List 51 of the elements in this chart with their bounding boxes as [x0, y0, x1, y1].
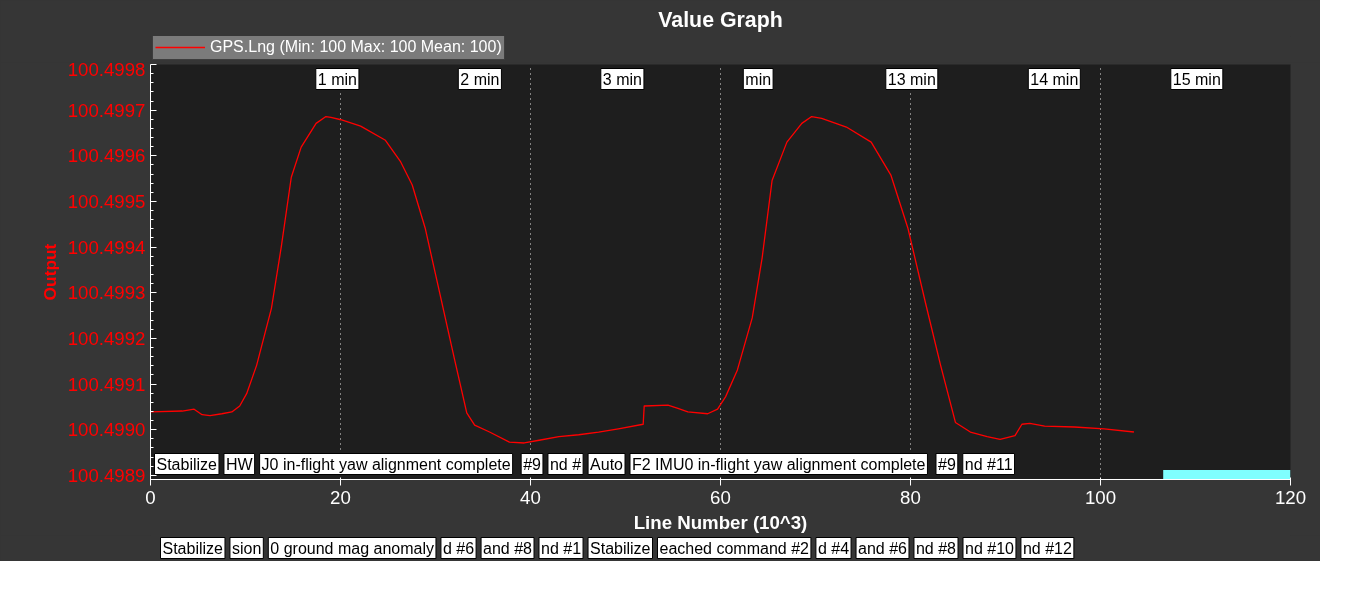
annotation: F2 IMU0 in-flight yaw alignment complete	[632, 455, 926, 473]
text: Stabilize	[162, 539, 224, 557]
annotation: 14 min	[1030, 70, 1079, 88]
y-tick-label: 100.4995	[67, 190, 146, 212]
x-tick-label: 120	[1274, 486, 1307, 508]
annotation: 2 min	[460, 70, 500, 88]
y-tick-label: 100.4991	[67, 373, 146, 395]
text: nd #12	[1022, 539, 1072, 557]
annotation: 15 min	[1172, 70, 1221, 88]
text: Stabilize	[590, 539, 651, 557]
text: eached command #2	[659, 539, 810, 557]
annotation: 3 min	[602, 70, 642, 88]
y-tick-label: 100.4996	[67, 145, 146, 167]
y-tick-label: 100.4992	[67, 327, 146, 349]
x-tick-label: 40	[520, 486, 541, 508]
annotation: 13 min	[887, 70, 936, 88]
y-axis-title: Output	[39, 243, 60, 301]
annotation: #9	[523, 455, 542, 473]
x-tick-label: 20	[330, 486, 351, 508]
text: d #4	[817, 539, 850, 557]
x-tick-label: 80	[900, 486, 921, 508]
y-tick-label: 100.4990	[67, 419, 146, 441]
text: 0 ground mag anomaly	[270, 539, 434, 557]
annotation: Auto	[590, 455, 624, 473]
annotation: J0 in-flight yaw alignment complete	[261, 455, 511, 473]
text: and #6	[858, 539, 908, 557]
legend-label: GPS.Lng (Min: 100 Max: 100 Mean: 100)	[210, 38, 502, 56]
y-tick-label: 100.4993	[67, 282, 146, 304]
y-tick-label: 100.4989	[67, 464, 146, 486]
chart-title: Value Graph	[658, 7, 783, 32]
x-axis-title: Line Number (10^3)	[633, 511, 808, 533]
text: sion	[231, 539, 262, 557]
x-tick-label: 100	[1084, 486, 1117, 508]
annotation: nd #11	[964, 455, 1013, 473]
line-series	[150, 115, 1135, 444]
y-tick-label: 100.4998	[67, 58, 146, 80]
text: nd #8	[915, 539, 957, 557]
annotation: min	[745, 70, 772, 88]
annotation: Stabilize	[156, 455, 218, 473]
annotation: nd #	[549, 455, 582, 473]
annotation: #9	[938, 455, 956, 473]
text: nd #10	[965, 539, 1015, 557]
text: nd #1	[541, 539, 582, 557]
y-tick-label: 100.4994	[67, 236, 146, 258]
x-tick-label: 60	[710, 486, 731, 508]
annotation: HW	[225, 455, 254, 473]
annotation: 1 min	[317, 70, 357, 88]
x-tick-label: 0	[145, 486, 156, 508]
text: d #6	[442, 539, 475, 557]
y-tick-label: 100.4997	[67, 99, 146, 121]
text: and #8	[483, 539, 533, 557]
